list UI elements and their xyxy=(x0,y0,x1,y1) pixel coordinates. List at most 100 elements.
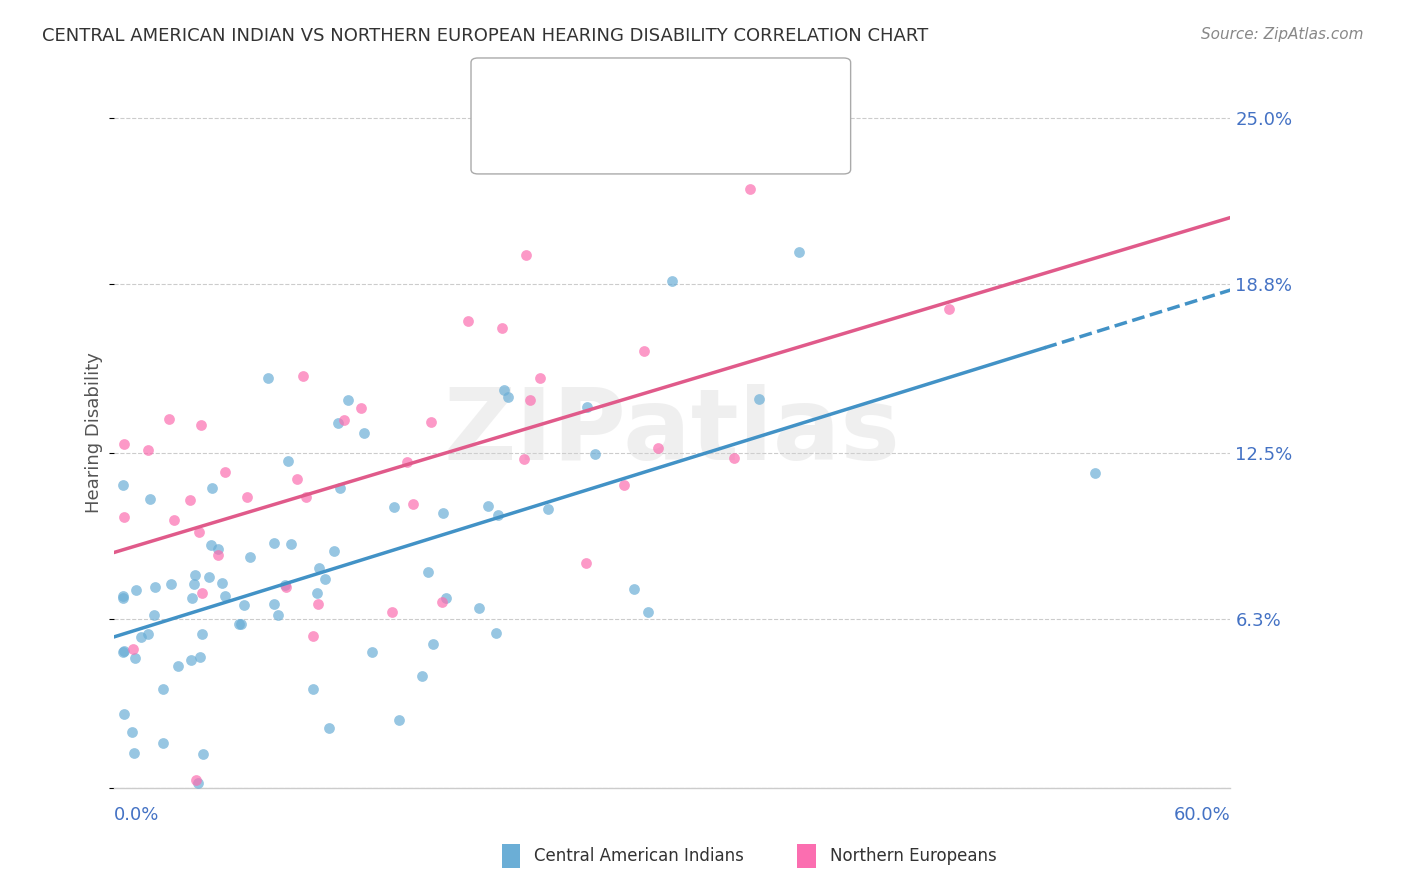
Point xyxy=(188,649,211,664)
Point xyxy=(468,600,491,615)
Point xyxy=(112,644,135,658)
Point xyxy=(613,477,636,491)
Point xyxy=(537,502,560,516)
Point xyxy=(163,513,186,527)
Point xyxy=(337,393,360,408)
Point xyxy=(267,608,290,623)
Point xyxy=(188,524,211,539)
Point xyxy=(314,572,336,586)
Point xyxy=(623,582,645,596)
Point xyxy=(361,645,384,659)
Point xyxy=(1084,466,1107,480)
Point xyxy=(157,412,180,426)
Point xyxy=(143,607,166,622)
Point xyxy=(214,589,236,603)
Point xyxy=(529,371,551,385)
Point xyxy=(420,415,443,429)
Text: ZIPatlas: ZIPatlas xyxy=(444,384,900,482)
Point xyxy=(179,492,201,507)
Point xyxy=(190,627,212,641)
Point xyxy=(277,454,299,468)
Point xyxy=(637,605,659,619)
Point xyxy=(276,580,298,594)
Point xyxy=(136,627,159,641)
Point xyxy=(187,776,209,790)
Point xyxy=(422,637,444,651)
Point xyxy=(432,595,454,609)
Text: Source: ZipAtlas.com: Source: ZipAtlas.com xyxy=(1201,27,1364,42)
Point xyxy=(112,437,135,451)
Point xyxy=(723,450,745,465)
Text: R = 0.569    N = 40: R = 0.569 N = 40 xyxy=(520,114,696,132)
Point xyxy=(402,497,425,511)
Point xyxy=(111,589,134,603)
Text: Central American Indians: Central American Indians xyxy=(534,847,744,865)
Point xyxy=(273,578,295,592)
Point xyxy=(112,510,135,524)
Point xyxy=(167,659,190,673)
Point xyxy=(235,490,257,504)
Text: R = 0.438    N = 77: R = 0.438 N = 77 xyxy=(520,78,696,96)
Point xyxy=(583,447,606,461)
Point xyxy=(305,585,328,599)
Point xyxy=(214,465,236,479)
Point xyxy=(494,383,516,397)
Point xyxy=(326,416,349,430)
Point xyxy=(740,181,762,195)
Point xyxy=(139,491,162,506)
Point xyxy=(576,400,599,414)
Point xyxy=(661,274,683,288)
Point xyxy=(938,301,960,316)
Point xyxy=(181,591,204,605)
Point xyxy=(191,585,214,599)
Point xyxy=(302,629,325,643)
Point xyxy=(111,645,134,659)
Point xyxy=(143,580,166,594)
Point xyxy=(382,500,405,515)
Y-axis label: Hearing Disability: Hearing Disability xyxy=(86,352,103,513)
Point xyxy=(416,566,439,580)
Point xyxy=(432,506,454,520)
Text: 60.0%: 60.0% xyxy=(1174,806,1230,824)
Text: CENTRAL AMERICAN INDIAN VS NORTHERN EUROPEAN HEARING DISABILITY CORRELATION CHAR: CENTRAL AMERICAN INDIAN VS NORTHERN EURO… xyxy=(42,27,928,45)
Point xyxy=(318,721,340,735)
Point xyxy=(647,441,669,455)
Point xyxy=(111,591,134,606)
Point xyxy=(457,314,479,328)
Point xyxy=(485,626,508,640)
Point xyxy=(486,508,509,523)
Point xyxy=(233,599,256,613)
Point xyxy=(183,577,205,591)
Point xyxy=(748,392,770,406)
Point xyxy=(184,773,207,788)
Point xyxy=(111,478,134,492)
Point xyxy=(477,499,499,513)
Point xyxy=(124,650,146,665)
Point xyxy=(138,443,160,458)
Point xyxy=(239,549,262,564)
Point xyxy=(152,682,174,697)
Point xyxy=(396,455,419,469)
Point xyxy=(292,368,315,383)
Point xyxy=(496,390,519,404)
Point xyxy=(152,736,174,750)
Point xyxy=(129,630,152,644)
Point xyxy=(122,641,145,656)
Point xyxy=(302,681,325,696)
Point xyxy=(200,538,222,552)
Point xyxy=(201,482,224,496)
Point xyxy=(633,343,655,358)
Point xyxy=(388,713,411,727)
Point xyxy=(513,452,536,467)
Point xyxy=(229,617,252,632)
Point xyxy=(207,548,229,562)
Point xyxy=(257,371,280,385)
Point xyxy=(207,541,229,556)
Point xyxy=(491,320,513,334)
Point xyxy=(519,392,541,407)
Point xyxy=(193,747,215,761)
Point xyxy=(575,557,598,571)
Point xyxy=(307,597,329,611)
Text: 0.0%: 0.0% xyxy=(114,806,159,824)
Point xyxy=(280,537,302,551)
